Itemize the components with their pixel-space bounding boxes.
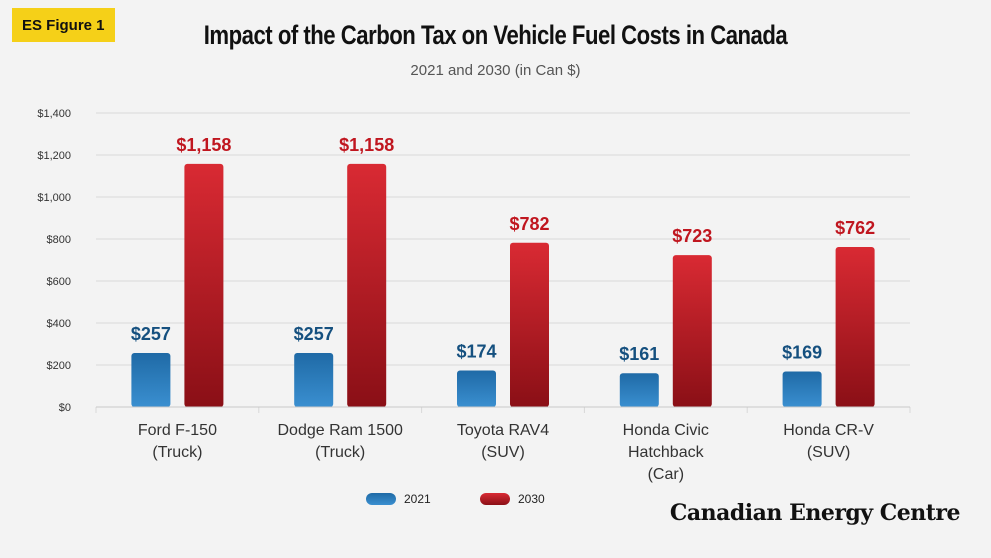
data-label-2030: $782 — [509, 214, 549, 234]
y-tick-label: $400 — [47, 318, 71, 330]
data-label-2021: $257 — [294, 324, 334, 344]
bar-2021 — [131, 353, 171, 407]
brand-logo-text: Canadian Energy Centre — [669, 500, 961, 526]
x-category-label: Honda Civic — [623, 422, 709, 439]
x-category-label: Ford F-150 — [138, 422, 217, 439]
x-category-label: (Truck) — [152, 444, 202, 461]
x-category-label: (Truck) — [315, 444, 365, 461]
data-label-2021: $161 — [619, 344, 659, 364]
x-category-label: (SUV) — [481, 444, 525, 461]
bar-2021 — [782, 371, 822, 407]
x-category-label: Honda CR-V — [783, 422, 874, 439]
x-category-label: (SUV) — [807, 444, 851, 461]
figure-badge: ES Figure 1 — [12, 8, 115, 42]
bar-2021 — [619, 373, 659, 407]
data-label-2030: $723 — [672, 226, 712, 246]
y-tick-label: $1,000 — [37, 192, 71, 204]
y-tick-label: $800 — [47, 234, 71, 246]
legend-swatch-2021 — [366, 493, 396, 505]
chart-subtitle: 2021 and 2030 (in Can $) — [410, 62, 581, 79]
y-tick-label: $200 — [47, 360, 71, 372]
data-label-2030: $1,158 — [339, 135, 394, 155]
data-label-2021: $257 — [131, 324, 171, 344]
bar-2030 — [672, 255, 712, 407]
bar-2021 — [294, 353, 334, 407]
bar-2030 — [510, 242, 549, 407]
bar-2030 — [184, 163, 224, 407]
data-label-2021: $174 — [456, 341, 496, 361]
data-label-2030: $1,158 — [176, 135, 231, 155]
legend-swatch-2030 — [480, 493, 510, 505]
x-category-label: Hatchback — [628, 444, 705, 461]
x-category-label: Toyota RAV4 — [457, 422, 549, 439]
y-tick-label: $600 — [47, 276, 71, 288]
bar-2030 — [347, 163, 387, 407]
bar-2021 — [457, 370, 496, 407]
data-label-2030: $762 — [835, 218, 875, 238]
data-label-2021: $169 — [782, 343, 822, 363]
bar-2030 — [835, 246, 875, 407]
legend-label-2030: 2030 — [518, 492, 545, 506]
chart-title: Impact of the Carbon Tax on Vehicle Fuel… — [203, 20, 788, 50]
y-tick-label: $1,200 — [37, 150, 71, 162]
y-tick-label: $1,400 — [37, 108, 71, 120]
y-tick-label: $0 — [59, 402, 71, 414]
x-category-label: Dodge Ram 1500 — [277, 422, 403, 439]
x-category-label: (Car) — [648, 466, 684, 483]
legend-label-2021: 2021 — [404, 492, 431, 506]
